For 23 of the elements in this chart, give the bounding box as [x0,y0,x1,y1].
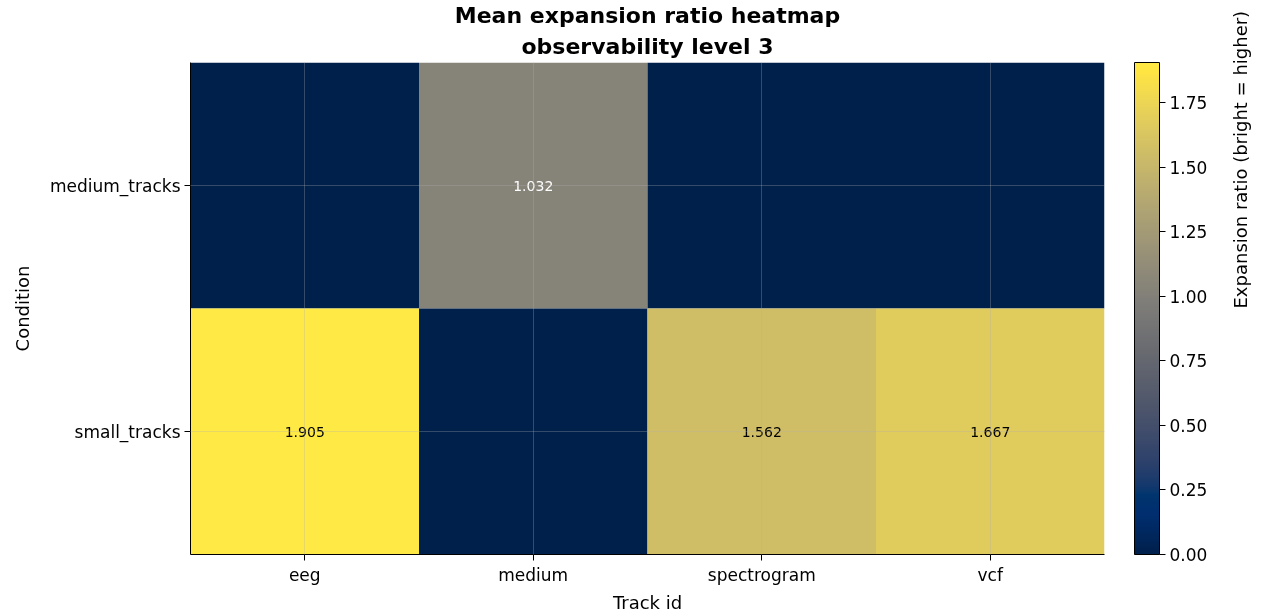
chart-subtitle: observability level 3 [521,33,774,59]
x-tick-label: eeg [288,564,321,585]
color-bar-label: 1.50 [1169,157,1208,178]
y-axis-title: Condition [12,265,34,352]
color-bar-label: 0.00 [1169,545,1208,565]
x-axis-title: Track id [611,591,683,613]
y-tick-label: small_tracks [74,421,181,443]
color-bar-label: 1.00 [1169,286,1208,307]
y-tick-label: medium_tracks [50,175,181,197]
color-bar-label: 0.50 [1169,415,1208,436]
data-label: 1.562 [741,423,782,440]
x-tick-label: medium [498,564,569,585]
x-tick-label: spectrogram [707,564,816,585]
color-bar-label: 0.25 [1169,480,1208,501]
color-bar-label: 0.75 [1169,351,1208,372]
x-tick-label: vcf [977,564,1004,585]
color-bar-title: Expansion ratio (bright = higher) [1230,10,1251,309]
color-bar-label: 1.25 [1169,222,1208,243]
chart-title: Mean expansion ratio heatmap [454,2,841,28]
data-label: 1.905 [284,423,325,440]
color-bar-label: 1.75 [1169,93,1208,114]
data-label: 1.032 [513,177,554,194]
data-label: 1.667 [970,423,1011,440]
